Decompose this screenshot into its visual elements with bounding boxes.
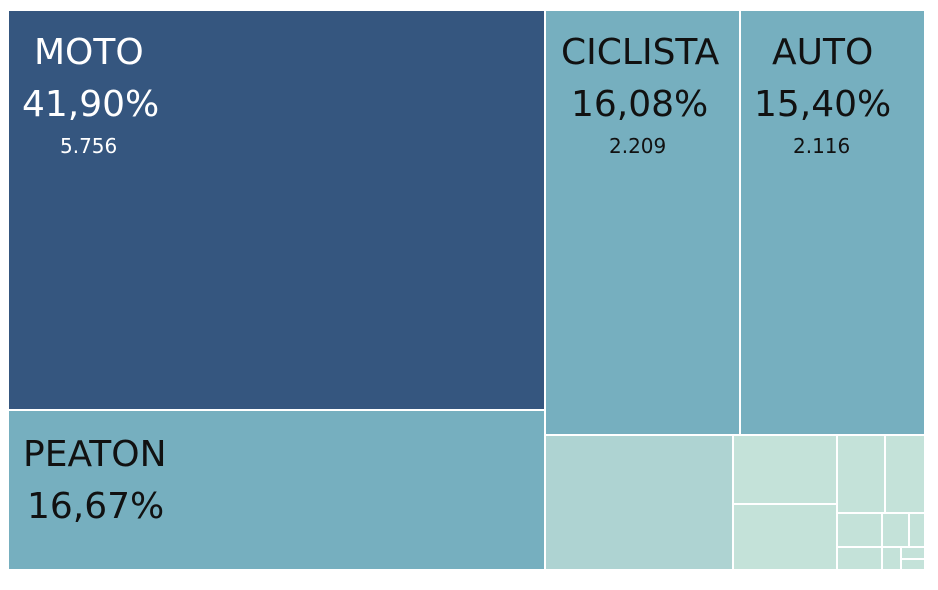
tile-ciclista: CICLISTA 16,08% 2.209 (545, 10, 740, 435)
tile-minor (733, 435, 837, 504)
tile-ciclista-name: CICLISTA (561, 32, 720, 73)
tile-moto-count: 5.756 (60, 134, 118, 158)
tile-minor (882, 547, 901, 570)
tile-minor (901, 559, 925, 570)
tile-minor (837, 547, 882, 570)
tile-moto-percent: 41,90% (22, 84, 160, 125)
tile-minor (901, 547, 925, 559)
tile-auto: AUTO 15,40% 2.116 (740, 10, 925, 435)
tile-moto: MOTO 41,90% 5.756 (8, 10, 545, 410)
tile-ciclista-count: 2.209 (609, 134, 667, 158)
tile-minor (733, 504, 837, 570)
tile-auto-name: AUTO (772, 32, 874, 73)
tile-minor (837, 513, 882, 547)
tile-minor (885, 435, 925, 513)
tile-minor (545, 435, 733, 570)
tile-minor (882, 513, 909, 547)
tile-ciclista-percent: 16,08% (571, 84, 709, 125)
tile-peaton-percent: 16,67% (27, 486, 165, 527)
tile-auto-percent: 15,40% (754, 84, 892, 125)
tile-minor (837, 435, 885, 513)
tile-peaton-name: PEATON (23, 434, 167, 475)
tile-auto-count: 2.116 (793, 134, 851, 158)
tile-peaton: PEATON 16,67% (8, 410, 545, 570)
tile-minor (909, 513, 925, 547)
tile-moto-name: MOTO (34, 32, 144, 73)
